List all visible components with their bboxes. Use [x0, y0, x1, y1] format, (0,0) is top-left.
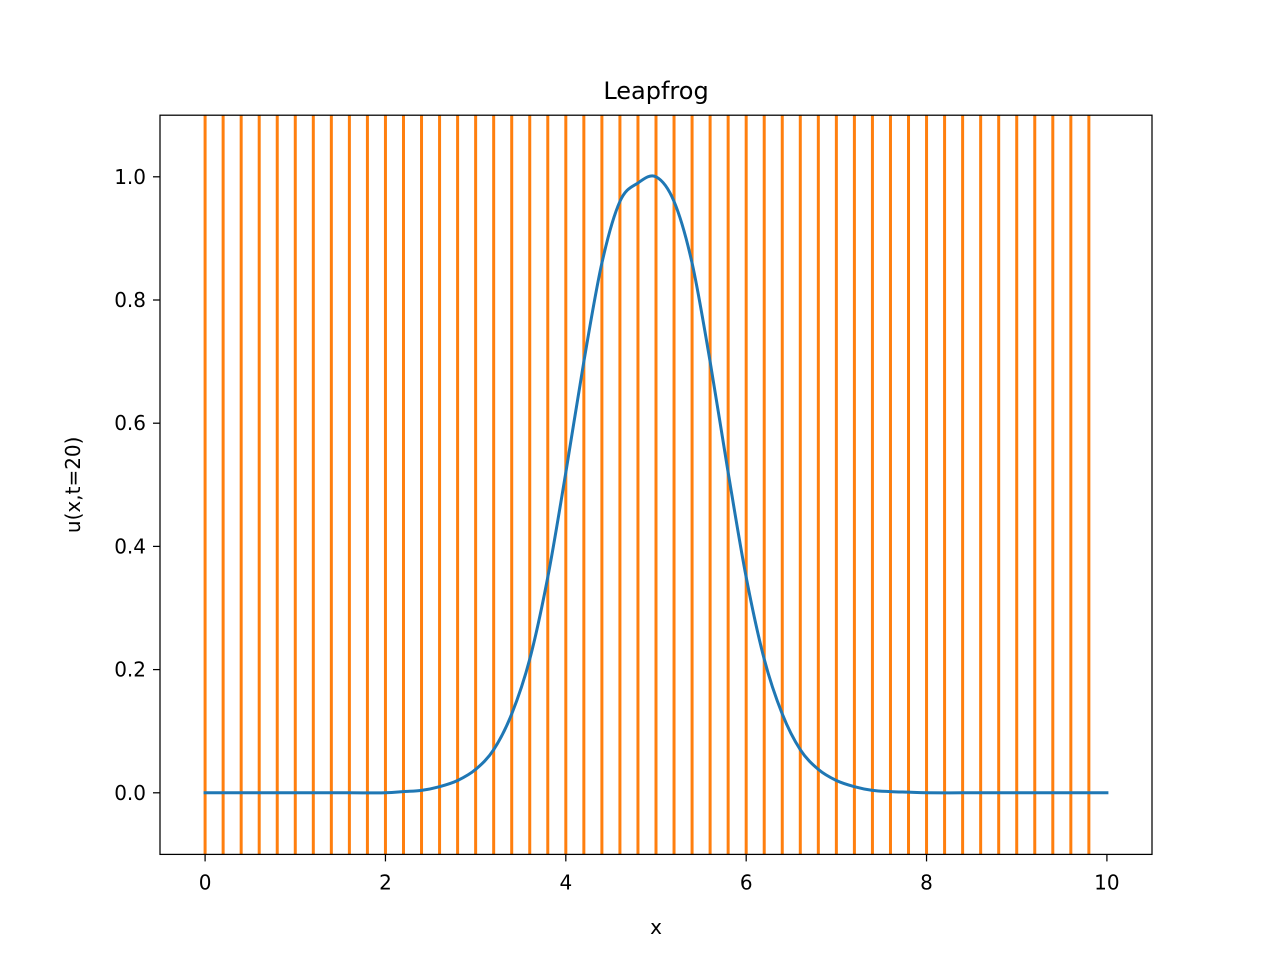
y-axis-ticks: 0.0 0.2 0.4 0.6 0.8 1.0: [114, 165, 160, 805]
x-tick-label-4: 8: [920, 870, 933, 894]
series-line-0: [203, 174, 1109, 795]
y-tick-label-4: 0.8: [114, 288, 146, 312]
y-tick-label-2: 0.4: [114, 534, 146, 558]
y-tick-label-3: 0.6: [114, 411, 146, 435]
x-tick-label-5: 10: [1094, 870, 1119, 894]
axes-frame: [159, 114, 1153, 856]
x-tick-label-2: 4: [559, 870, 572, 894]
curve-series: [203, 174, 1109, 795]
x-axis-label: x: [650, 915, 662, 939]
y-axis-label: u(x,t=20): [61, 437, 85, 534]
vertical-lines-series: [203, 115, 1091, 855]
x-axis-ticks: 0 2 4 6 8 10: [199, 854, 1120, 894]
y-tick-label-0: 0.0: [114, 781, 146, 805]
plot-area: 0 2 4 6 8 10 0.0 0.2 0.4 0.6 0.8 1.0: [114, 114, 1153, 894]
x-tick-label-3: 6: [740, 870, 753, 894]
chart-title: Leapfrog: [603, 77, 708, 105]
y-tick-label-5: 1.0: [114, 165, 146, 189]
x-tick-label-1: 2: [379, 870, 392, 894]
y-tick-label-1: 0.2: [114, 658, 146, 682]
x-tick-label-0: 0: [199, 870, 212, 894]
